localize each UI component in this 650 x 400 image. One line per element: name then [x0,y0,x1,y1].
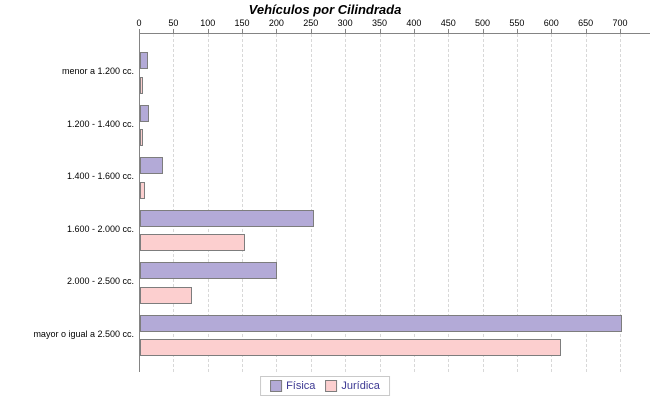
legend-item-0: Física [270,380,315,392]
gridline [482,34,484,372]
bar-s0-c4 [140,262,277,279]
bar-s1-c4 [140,286,193,304]
x-tick-label: 500 [475,18,491,28]
x-tick-mark [448,29,450,33]
x-tick-label: 200 [268,18,284,28]
x-axis-line [139,33,650,34]
category-label: 1.600 - 2.000 cc. [66,223,134,234]
bar-s1-c1 [140,129,143,146]
bar-s0-c3 [140,209,314,227]
x-tick-mark [413,29,415,33]
x-tick-label: 100 [200,18,216,28]
x-tick-label: 600 [543,18,559,28]
x-tick-label: 50 [168,18,179,28]
gridline [585,34,587,372]
x-tick-label: 450 [440,18,456,28]
bar-s1-c2 [140,181,146,199]
x-tick-label: 650 [578,18,594,28]
legend-item-1: Jurídica [325,380,380,392]
x-tick-mark [173,29,175,33]
category-label: menor a 1.200 cc. [61,66,134,76]
gridline [551,34,553,372]
x-tick-mark [207,29,209,33]
bar-s1-c0 [140,76,144,94]
x-tick-label: 700 [612,18,628,28]
gridline [173,34,175,372]
gridline [345,34,347,372]
x-tick-label: 400 [406,18,422,28]
legend-label: Jurídica [341,380,380,392]
y-axis-line [139,33,140,372]
gridline [448,34,450,372]
gridline [310,34,312,372]
x-tick-mark [242,29,244,33]
bar-s0-c2 [140,157,163,174]
bar-s0-c5 [140,314,622,332]
gridline [620,34,621,372]
gridline [242,34,244,372]
x-tick-mark [345,29,347,33]
x-tick-label: 0 [136,18,142,28]
x-tick-mark [379,29,381,33]
x-tick-label: 150 [234,18,250,28]
legend-label: Física [286,380,316,392]
legend-swatch-icon [270,380,283,392]
x-tick-mark [620,29,621,33]
category-label: 1.200 - 1.400 cc. [66,118,134,129]
x-tick-label: 350 [371,18,388,28]
category-label: 2.000 - 2.500 cc. [66,276,134,286]
bar-s1-c5 [140,339,562,356]
x-tick-mark [139,29,140,33]
legend-swatch-icon [325,380,338,392]
gridline [276,34,278,372]
bar-s0-c0 [140,52,149,69]
x-tick-mark [551,29,553,33]
x-tick-label: 300 [337,18,353,28]
x-tick-mark [276,29,278,33]
gridline [516,34,518,372]
x-tick-mark [310,29,312,33]
x-tick-mark [585,29,587,33]
x-tick-mark [482,29,484,33]
legend-box: Física Jurídica [260,376,390,396]
gridline [413,34,415,372]
bar-s0-c1 [140,104,149,122]
category-label: 1.400 - 1.600 cc. [66,171,134,181]
category-label: mayor o igual a 2.500 cc. [33,328,134,339]
x-tick-mark [516,29,518,33]
chart-title: Vehículos por Cilindrada [248,2,402,17]
x-tick-label: 550 [509,18,525,28]
x-tick-label: 250 [303,18,319,28]
gridline [379,34,381,372]
bar-s1-c3 [140,234,246,251]
gridline [207,34,209,372]
